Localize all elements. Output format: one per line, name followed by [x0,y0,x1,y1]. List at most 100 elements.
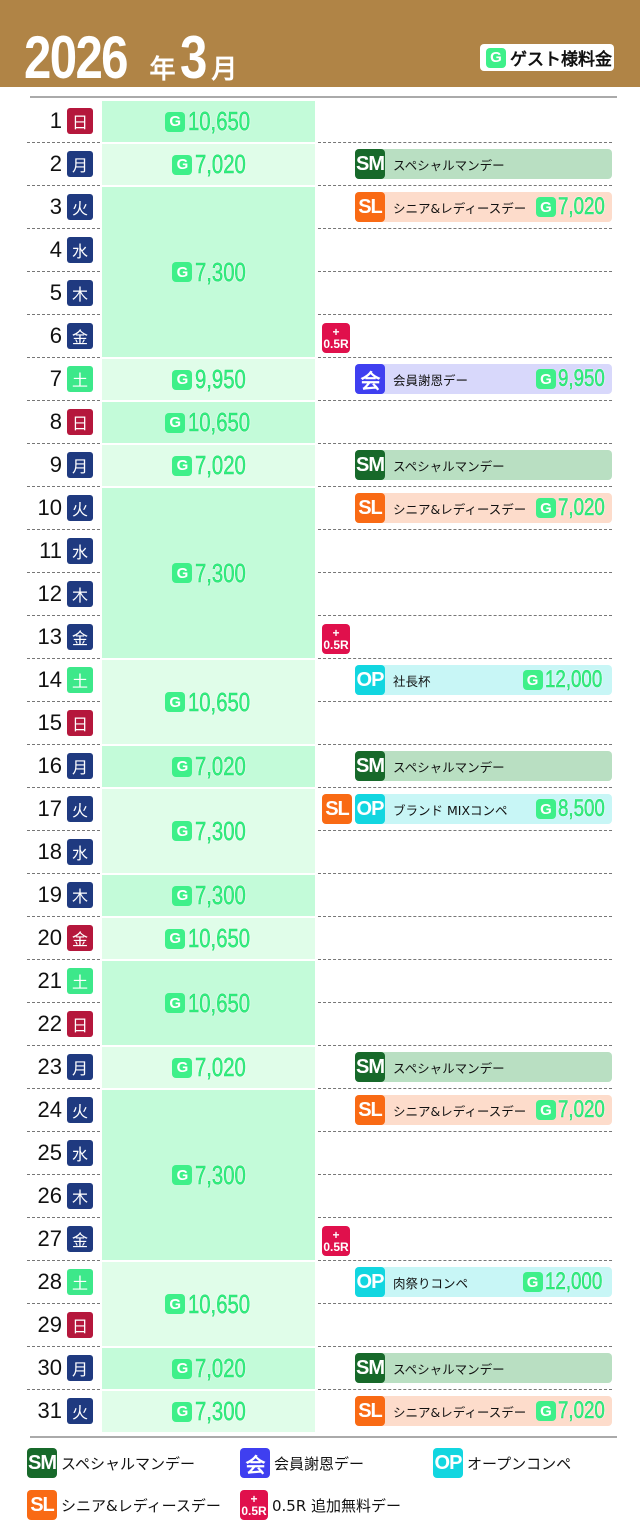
row-divider [27,1217,100,1218]
weekday-badge: 日 [67,1312,93,1338]
event-bar[interactable]: SM スペシャルマンデー [355,1052,612,1082]
op-badge-icon: OP [433,1448,463,1478]
price-value: 7,020 [195,1052,247,1083]
price-value: 7,020 [195,751,247,782]
row-divider [318,873,612,874]
price-value: 7,020 [557,494,605,522]
event-label: シニア&レディースデー [393,501,527,517]
row-divider [27,271,100,272]
day-number: 22 [37,1011,62,1036]
price-value: 9,950 [557,365,605,393]
legend-label: 0.5R 追加無料デー [272,1496,402,1515]
row-divider [27,873,100,874]
price-cell: G 7,300 [102,187,315,357]
event-bar[interactable]: OP ブランド MIXコンペ G 8,500 [355,794,612,824]
price-value: 7,300 [195,1396,247,1427]
row-divider [27,615,100,616]
weekday-badge: 月 [67,452,93,478]
event-bar[interactable]: OP 肉祭りコンペ G 12,000 [355,1267,612,1297]
event-label: シニア&レディースデー [393,200,527,216]
g-icon: G [535,197,556,217]
event-price: G 7,020 [535,1096,605,1124]
row-divider [318,271,612,272]
weekday-badge: 水 [67,538,93,564]
row-divider [27,1346,100,1347]
row-divider [318,314,612,315]
half-round-icon: +0.5R [240,1490,268,1520]
event-label: シニア&レディースデー [393,1103,527,1119]
weekday-badge: 金 [67,323,93,349]
g-icon: G [535,1401,556,1421]
weekday-badge: 月 [67,1355,93,1381]
g-icon: G [172,369,193,390]
event-bar[interactable]: SM スペシャルマンデー [355,149,612,179]
day-number: 10 [37,495,62,520]
sm-badge-icon: SM [355,751,385,781]
event-label: 社長杯 [393,673,431,689]
event-bar[interactable]: SL シニア&レディースデー G 7,020 [355,1396,612,1426]
price-value: 7,300 [195,880,247,911]
g-icon: G [165,111,186,132]
event-bar[interactable]: SL シニア&レディースデー G 7,020 [355,493,612,523]
day-number: 6 [49,323,62,348]
price-value: 9,950 [195,364,247,395]
sl-badge-wrap: SL [322,794,352,824]
row-divider [318,400,612,401]
event-bar[interactable]: SM スペシャルマンデー [355,450,612,480]
weekday-badge: 水 [67,1140,93,1166]
event-bar[interactable]: SL シニア&レディースデー G 7,020 [355,1095,612,1125]
row-divider [27,1303,100,1304]
weekday-badge: 金 [67,624,93,650]
day-number: 3 [49,194,62,219]
event-label: スペシャルマンデー [393,1060,505,1076]
legend-item: OP オープンコンペ [433,1448,571,1478]
event-label: スペシャルマンデー [393,1361,505,1377]
row-divider [27,1045,100,1046]
g-icon: G [172,262,193,282]
g-icon: G [486,47,506,68]
row-divider [318,830,612,831]
row-divider [318,1389,612,1390]
event-bar[interactable]: 会会員謝恩デー G 9,950 [355,364,612,394]
price-cell: G 10,650 [102,918,315,959]
sm-badge-icon: SM [355,1353,385,1383]
guest-fee-legend: G ゲスト様料金 [480,44,614,71]
sm-badge-icon: SM [27,1448,57,1478]
event-price: G 12,000 [522,666,602,694]
g-icon: G [165,692,186,712]
weekday-badge: 月 [67,753,93,779]
g-icon: G [172,1165,193,1185]
r05-label: 0.5R [323,638,349,652]
day-number: 18 [37,839,62,864]
event-bar[interactable]: OP 社長杯 G 12,000 [355,665,612,695]
day-number: 24 [37,1097,62,1122]
price-cell: G 7,300 [102,875,315,916]
row-divider [318,1088,612,1089]
g-icon: G [172,1358,193,1379]
day-number: 13 [37,624,62,649]
event-price: G 7,020 [535,494,605,522]
event-bar[interactable]: SM スペシャルマンデー [355,1353,612,1383]
half-round-icon: +0.5R [322,624,350,654]
r05-label: 0.5R [241,1504,267,1518]
event-bar[interactable]: SL シニア&レディースデー G 7,020 [355,192,612,222]
day-number: 7 [49,366,62,391]
row-divider [318,357,612,358]
price-value: 7,020 [557,1096,605,1124]
weekday-badge: 月 [67,151,93,177]
row-divider [318,1303,612,1304]
weekday-badge: 日 [67,1011,93,1037]
row-divider [318,787,612,788]
sl-badge-icon: SL [27,1490,57,1520]
weekday-badge: 水 [67,237,93,263]
g-icon: G [535,799,556,819]
half-round-icon: +0.5R [322,1226,350,1256]
row-divider [27,701,100,702]
year: 2026 [24,24,129,91]
g-icon: G [535,498,556,518]
event-bar[interactable]: SM スペシャルマンデー [355,751,612,781]
kai-badge-icon: 会 [355,364,385,394]
row-divider [318,1346,612,1347]
g-icon: G [165,412,186,433]
guest-fee-label: ゲスト様料金 [510,50,612,70]
